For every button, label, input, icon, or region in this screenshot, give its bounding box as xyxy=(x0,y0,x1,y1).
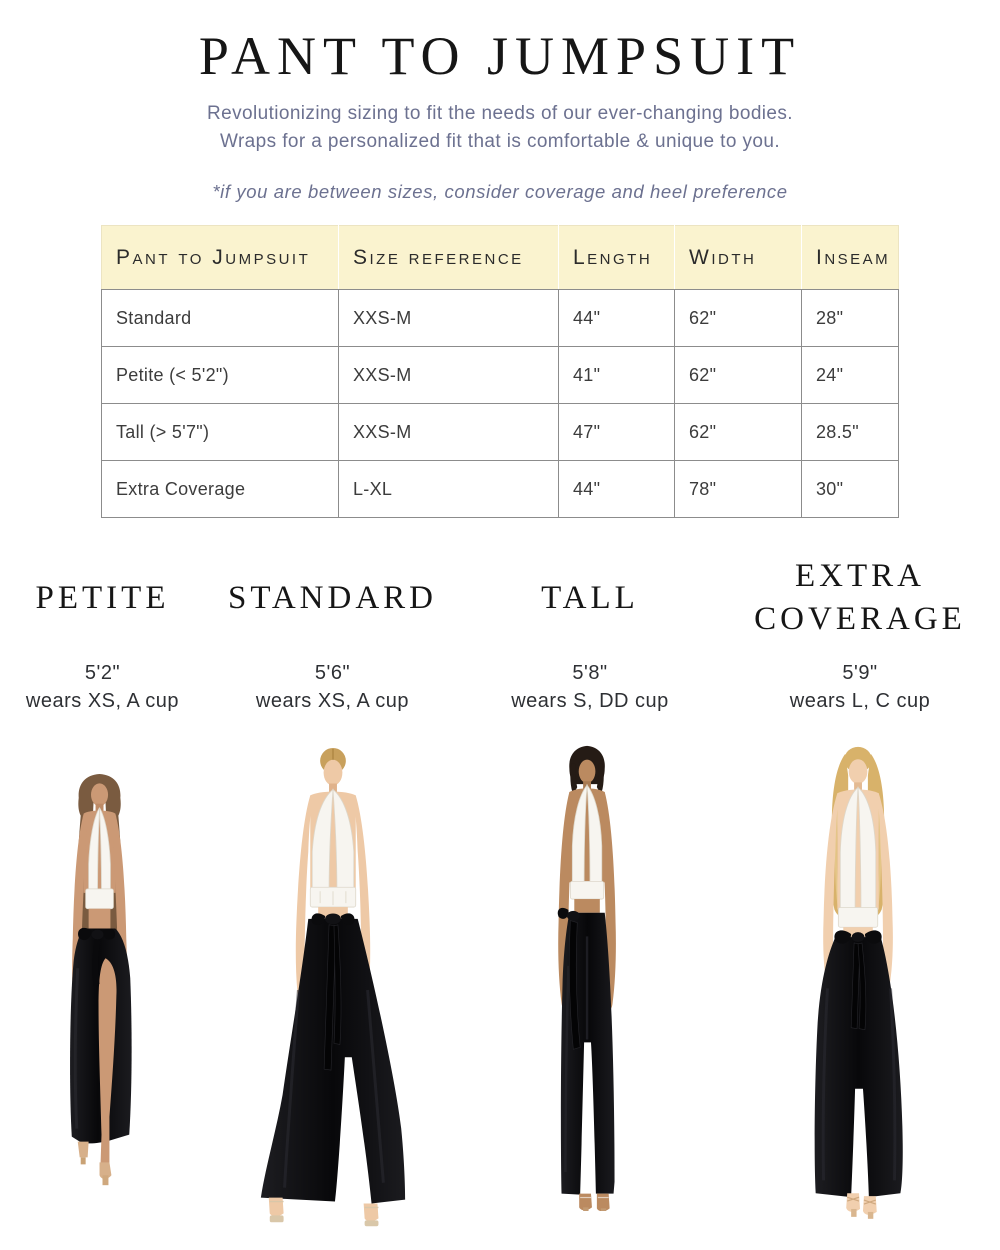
fit-height-standard: 5'6" xyxy=(314,662,351,684)
waist-tie xyxy=(311,913,354,1071)
straight-leg-pants xyxy=(560,912,615,1195)
table-cell: XXS-M xyxy=(338,403,559,461)
fit-height-extra-coverage: 5'9" xyxy=(842,662,878,684)
arms xyxy=(822,793,893,994)
midriff xyxy=(317,907,348,919)
table-cell: 28.5" xyxy=(801,403,899,461)
strappy-heels xyxy=(845,1193,877,1219)
table-row-standard: Standard XXS-M 44" 62" 28" xyxy=(101,289,899,347)
face xyxy=(848,759,867,784)
table-cell: 28" xyxy=(801,289,899,347)
subtitle-line-2: Wraps for a personalized fit that is com… xyxy=(219,131,781,152)
table-cell: 62" xyxy=(674,346,802,404)
halter-top xyxy=(837,786,878,928)
table-cell: 78" xyxy=(674,460,802,518)
table-cell: Extra Coverage xyxy=(101,460,339,518)
extra-coverage-model-illustration xyxy=(814,746,903,1219)
fit-wears-tall: wears S, DD cup xyxy=(511,690,669,712)
table-cell: 44" xyxy=(558,289,675,347)
fit-label-standard: STANDARD xyxy=(227,579,438,616)
waist-bow xyxy=(78,927,116,987)
fit-label-extra-coverage: EXTRA COVERAGE xyxy=(754,558,966,637)
waist-bow xyxy=(833,930,882,1031)
fit-column-extra-coverage: EXTRA COVERAGE 5'9" wears L, C cup xyxy=(720,548,1000,1241)
table-cell: 62" xyxy=(674,403,802,461)
clear-strap-heels xyxy=(579,1193,610,1212)
fit-height-tall: 5'8" xyxy=(572,662,608,684)
table-header-row: Pant to Jumpsuit Size reference Length W… xyxy=(101,225,899,290)
waist-tie xyxy=(557,907,581,1050)
face xyxy=(91,783,109,807)
model-photo-tall xyxy=(460,729,720,1241)
fit-columns: PETITE 5'2" wears XS, A cup xyxy=(0,548,1000,1241)
midriff xyxy=(574,899,600,913)
tall-model-illustration xyxy=(557,745,616,1212)
face xyxy=(323,759,342,786)
size-guide-page: PANT TO JUMPSUIT Revolutionizing sizing … xyxy=(0,24,1000,1250)
platform-heels xyxy=(268,1197,378,1227)
table-cell: Petite (< 5'2") xyxy=(101,346,339,404)
table-cell: XXS-M xyxy=(338,346,559,404)
petite-model-illustration xyxy=(70,773,132,1186)
halter-top xyxy=(309,788,356,908)
wide-wrap-pants xyxy=(814,937,903,1198)
subtitle-line-1: Revolutionizing sizing to fit the needs … xyxy=(207,103,793,124)
fit-wears-petite: wears XS, A cup xyxy=(25,690,180,712)
fit-label-tall: TALL xyxy=(541,579,639,616)
col-header-inseam: Inseam xyxy=(801,225,899,290)
table-cell: 62" xyxy=(674,289,802,347)
table-row-tall: Tall (> 5'7") XXS-M 47" 62" 28.5" xyxy=(101,403,899,461)
wide-leg-pants xyxy=(260,918,405,1204)
model-photo-standard xyxy=(205,729,460,1241)
arms xyxy=(295,795,370,1000)
fit-wears-extra-coverage: wears L, C cup xyxy=(789,690,931,712)
table-cell: Tall (> 5'7") xyxy=(101,403,339,461)
face xyxy=(578,759,596,784)
fit-column-standard: STANDARD 5'6" wears XS, A cup xyxy=(205,548,460,1241)
model-photo-petite xyxy=(0,729,205,1241)
size-chart-table: Pant to Jumpsuit Size reference Length W… xyxy=(101,225,899,518)
midriff xyxy=(88,908,111,931)
arms xyxy=(558,792,616,1011)
fit-column-petite: PETITE 5'2" wears XS, A cup xyxy=(0,548,205,1241)
model-photo-extra-coverage xyxy=(720,729,1000,1241)
table-cell: XXS-M xyxy=(338,289,559,347)
table-cell: L-XL xyxy=(338,460,559,518)
col-header-length: Length xyxy=(558,225,675,290)
fit-wears-standard: wears XS, A cup xyxy=(255,690,410,712)
col-header-width: Width xyxy=(674,225,802,290)
exposed-leg xyxy=(98,958,117,1165)
table-cell: Standard xyxy=(101,289,339,347)
fit-height-petite: 5'2" xyxy=(84,662,121,684)
table-cell: 24" xyxy=(801,346,899,404)
standard-model-illustration xyxy=(260,747,405,1227)
table-cell: 41" xyxy=(558,346,675,404)
table-row-petite: Petite (< 5'2") XXS-M 41" 62" 24" xyxy=(101,346,899,404)
page-title: PANT TO JUMPSUIT xyxy=(198,26,802,86)
fit-label-petite: PETITE xyxy=(35,579,170,616)
col-header-size-reference: Size reference xyxy=(338,225,559,290)
neck xyxy=(328,783,337,793)
col-header-pant-to-jumpsuit: Pant to Jumpsuit xyxy=(101,225,339,290)
sizing-note: *if you are between sizes, consider cove… xyxy=(212,181,788,202)
table-cell: 44" xyxy=(558,460,675,518)
table-cell: 47" xyxy=(558,403,675,461)
halter-top xyxy=(85,807,114,910)
high-heels xyxy=(77,1141,112,1186)
halter-top xyxy=(569,783,605,900)
page-subtitle: Revolutionizing sizing to fit the needs … xyxy=(0,100,1000,156)
table-cell: 30" xyxy=(801,460,899,518)
fit-column-tall: TALL 5'8" wears S, DD cup xyxy=(460,548,720,1241)
table-row-extra-coverage: Extra Coverage L-XL 44" 78" 30" xyxy=(101,460,899,518)
